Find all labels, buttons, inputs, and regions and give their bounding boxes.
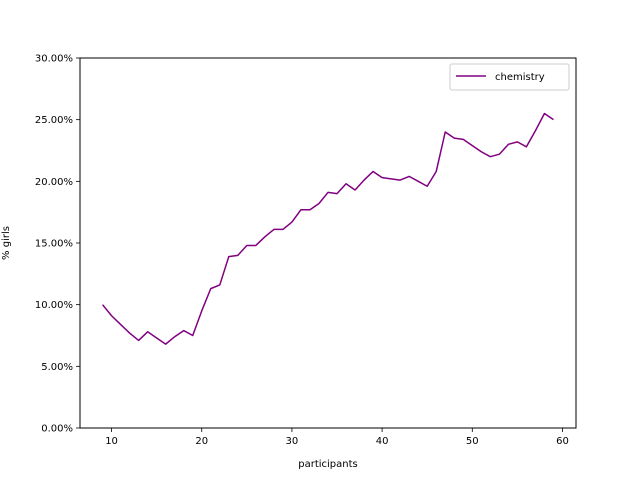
y-tick-label: 25.00% <box>35 115 73 126</box>
x-axis: 10 20 30 40 50 60 <box>105 428 569 447</box>
x-tick-label: 50 <box>466 436 479 447</box>
y-tick-label: 10.00% <box>35 300 73 311</box>
x-tick-label: 10 <box>105 436 118 447</box>
x-tick-label: 20 <box>195 436 208 447</box>
y-tick-label: 30.00% <box>35 54 73 65</box>
y-axis-label: % girls <box>1 226 12 260</box>
y-tick-label: 0.00% <box>41 424 73 435</box>
y-axis: 0.00% 5.00% 10.00% 15.00% 20.00% 25.00% 30.00% <box>35 54 80 435</box>
series-line-chemistry <box>101 112 554 345</box>
legend-box <box>449 63 570 91</box>
y-tick-label: 15.00% <box>35 239 73 250</box>
y-tick-label: 5.00% <box>41 362 73 373</box>
axes-frame <box>79 57 577 429</box>
plot-area <box>101 112 554 345</box>
x-axis-label: participants <box>298 459 358 470</box>
x-tick-label: 40 <box>376 436 389 447</box>
legend-label-chemistry: chemistry <box>495 72 545 83</box>
x-tick-label: 30 <box>286 436 299 447</box>
legend: chemistry <box>449 63 570 91</box>
y-tick-label: 20.00% <box>35 177 73 188</box>
x-tick-label: 60 <box>556 436 569 447</box>
